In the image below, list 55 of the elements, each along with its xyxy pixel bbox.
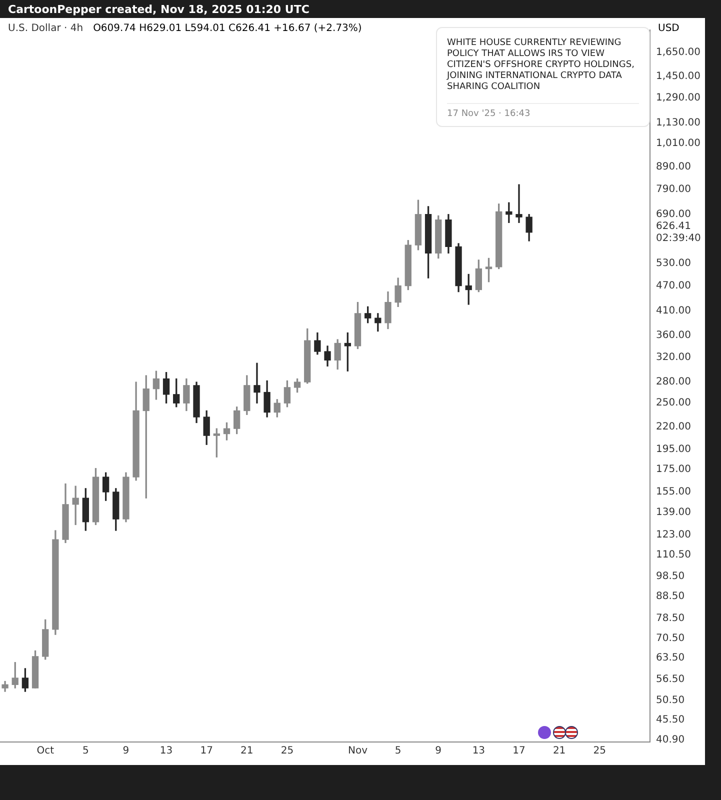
y-tick-label: 110.50 xyxy=(656,550,691,561)
y-tick-label: 139.00 xyxy=(656,506,691,518)
y-tick-label: 280.00 xyxy=(656,376,691,388)
y-tick-label: 88.50 xyxy=(656,590,685,602)
y-tick-label: 1,290.00 xyxy=(656,92,701,104)
x-tick-label: 5 xyxy=(82,746,89,757)
y-tick-label: 155.00 xyxy=(656,486,691,498)
x-tick-label: 9 xyxy=(122,746,130,757)
y-tick-label: 220.00 xyxy=(656,421,691,432)
candlestick xyxy=(254,362,260,404)
x-tick-label: 13 xyxy=(160,746,173,757)
y-tick-label: 790.00 xyxy=(656,184,691,195)
y-tick-label: 123.00 xyxy=(656,530,691,541)
y-tick-label: 890.00 xyxy=(656,162,691,173)
x-tick-label: 25 xyxy=(593,746,606,757)
chart-subtitle: CartoonPepper created, Nov 18, 2025 01:20 UTC xyxy=(8,3,310,16)
y-tick-label: 360.00 xyxy=(656,330,691,341)
x-tick-label: Nov xyxy=(348,746,368,757)
y-tick-label: 410.00 xyxy=(656,306,691,317)
y-tick-label: 1,650.00 xyxy=(656,46,701,58)
y-axis-title: USD xyxy=(658,23,680,34)
y-tick-label: 626.41 02:39:40 xyxy=(656,220,701,244)
message-card: WHITE HOUSE CURRENTLY REVIEWING POLICY THAT ALLOWS IRS TO VIEW CITIZEN'S OFFSHORE CRYPTO HOLDINGS, JOINING INTERNATIONAL CRYPTO DATA SHARING COALITION 17 Nov '25 · 16:43 xyxy=(436,27,650,127)
y-tick-label: 45.50 xyxy=(656,714,685,726)
x-tick-label: 21 xyxy=(240,746,254,757)
x-tick-label: 17 xyxy=(200,746,213,757)
y-tick-label: 1,130.00 xyxy=(656,117,701,128)
y-tick-label: 1,010.00 xyxy=(656,138,701,150)
chart-title: U.S. Dollar · 4h xyxy=(8,23,84,34)
annotation: O609.74 H629.01 L594.01 C626.41 +16.67 (+2.73%) xyxy=(93,23,362,34)
x-tick-label: 21 xyxy=(552,746,566,757)
y-tick-label: 78.50 xyxy=(656,613,685,624)
y-tick-label: 250.00 xyxy=(656,398,691,409)
x-tick-label: 5 xyxy=(394,746,402,757)
y-tick-label: 98.50 xyxy=(656,570,685,582)
y-tick-label: 530.00 xyxy=(656,258,691,270)
annotation: WHITE HOUSE CURRENTLY REVIEWING POLICY THAT ALLOWS IRS TO VIEW CITIZEN'S OFFSHORE CRYPTO HOLDINGS, JOINING INTERNATIONAL CRYPTO DATA SHARING COALITION xyxy=(447,38,636,93)
x-tick-label: Oct xyxy=(36,746,54,757)
y-tick-label: 50.50 xyxy=(656,695,685,706)
candlestick xyxy=(516,184,522,223)
x-tick-label: 17 xyxy=(512,746,526,757)
y-tick-label: 56.50 xyxy=(656,674,685,686)
x-tick-label: 25 xyxy=(280,746,294,757)
y-tick-label: 63.50 xyxy=(656,652,685,664)
annotation: 17 Nov '25 · 16:43 xyxy=(447,103,639,120)
y-tick-label: 175.00 xyxy=(656,464,691,476)
y-tick-label: 320.00 xyxy=(656,352,691,363)
x-tick-label: 9 xyxy=(435,746,442,757)
y-tick-label: 40.90 xyxy=(656,734,685,746)
y-tick-label: 70.50 xyxy=(656,633,685,644)
y-tick-label: 470.00 xyxy=(656,280,691,292)
y-tick-label: 195.00 xyxy=(656,444,691,455)
y-tick-label: 690.00 xyxy=(656,208,691,220)
y-tick-label: 1,450.00 xyxy=(656,70,701,82)
x-tick-label: 13 xyxy=(472,746,486,757)
